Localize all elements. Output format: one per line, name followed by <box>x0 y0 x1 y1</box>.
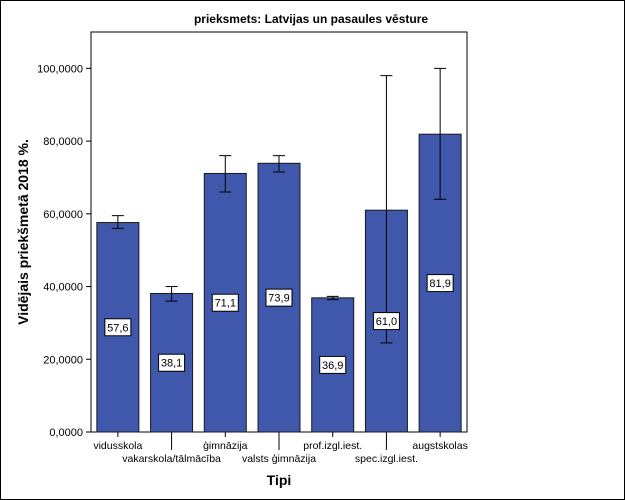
data-label: 61,0 <box>376 316 397 328</box>
x-axis: vidusskolavakarskola/tālmācībaģimnāzijav… <box>93 432 468 465</box>
x-axis-title: Tipi <box>267 472 292 488</box>
data-labels: 57,6 38,1 71,1 73,9 36,9 61,0 81,9 <box>104 274 454 374</box>
data-label-box <box>426 274 454 293</box>
x-tick-label: augstskolas <box>412 440 467 452</box>
y-axis: 0,0000 20,0000 40,0000 60,0000 80,0000 100,00… <box>37 63 91 439</box>
data-label: 36,9 <box>322 360 343 372</box>
data-label-box <box>265 288 293 307</box>
data-label: 81,9 <box>429 278 450 290</box>
y-tick-label: 60,0000 <box>43 209 83 221</box>
x-tick-label: prof.izgl.iest. <box>303 440 362 452</box>
y-tick-label: 40,0000 <box>43 282 83 294</box>
y-tick-label: 0,0000 <box>49 427 83 439</box>
y-axis-title: Vidējais priekšmetā 2018 %. <box>15 139 31 325</box>
data-label: 73,9 <box>268 293 289 305</box>
data-label: 57,6 <box>107 322 128 334</box>
data-label: 71,1 <box>215 298 236 310</box>
error-bars <box>111 67 447 344</box>
x-tick-label: spec.izgl.iest. <box>355 453 418 465</box>
x-tick-label: valsts ģimnāzija <box>242 452 316 465</box>
x-tick-label: ģimnāzija <box>203 439 248 452</box>
y-tick-label: 80,0000 <box>43 136 83 148</box>
data-label-box <box>158 353 186 372</box>
x-tick-label: vakarskola/tālmācība <box>122 453 221 465</box>
chart-title: prieksmets: Latvijas un pasaules vēsture <box>194 12 428 26</box>
data-label-box <box>372 312 400 331</box>
x-tick-label: vidusskola <box>93 440 142 452</box>
y-tick-label: 20,0000 <box>43 354 83 366</box>
y-tick-label: 100,0000 <box>37 63 83 75</box>
data-label: 38,1 <box>161 358 182 370</box>
data-label-box <box>104 318 132 337</box>
data-label-box <box>211 293 239 312</box>
data-label-box <box>319 355 347 374</box>
